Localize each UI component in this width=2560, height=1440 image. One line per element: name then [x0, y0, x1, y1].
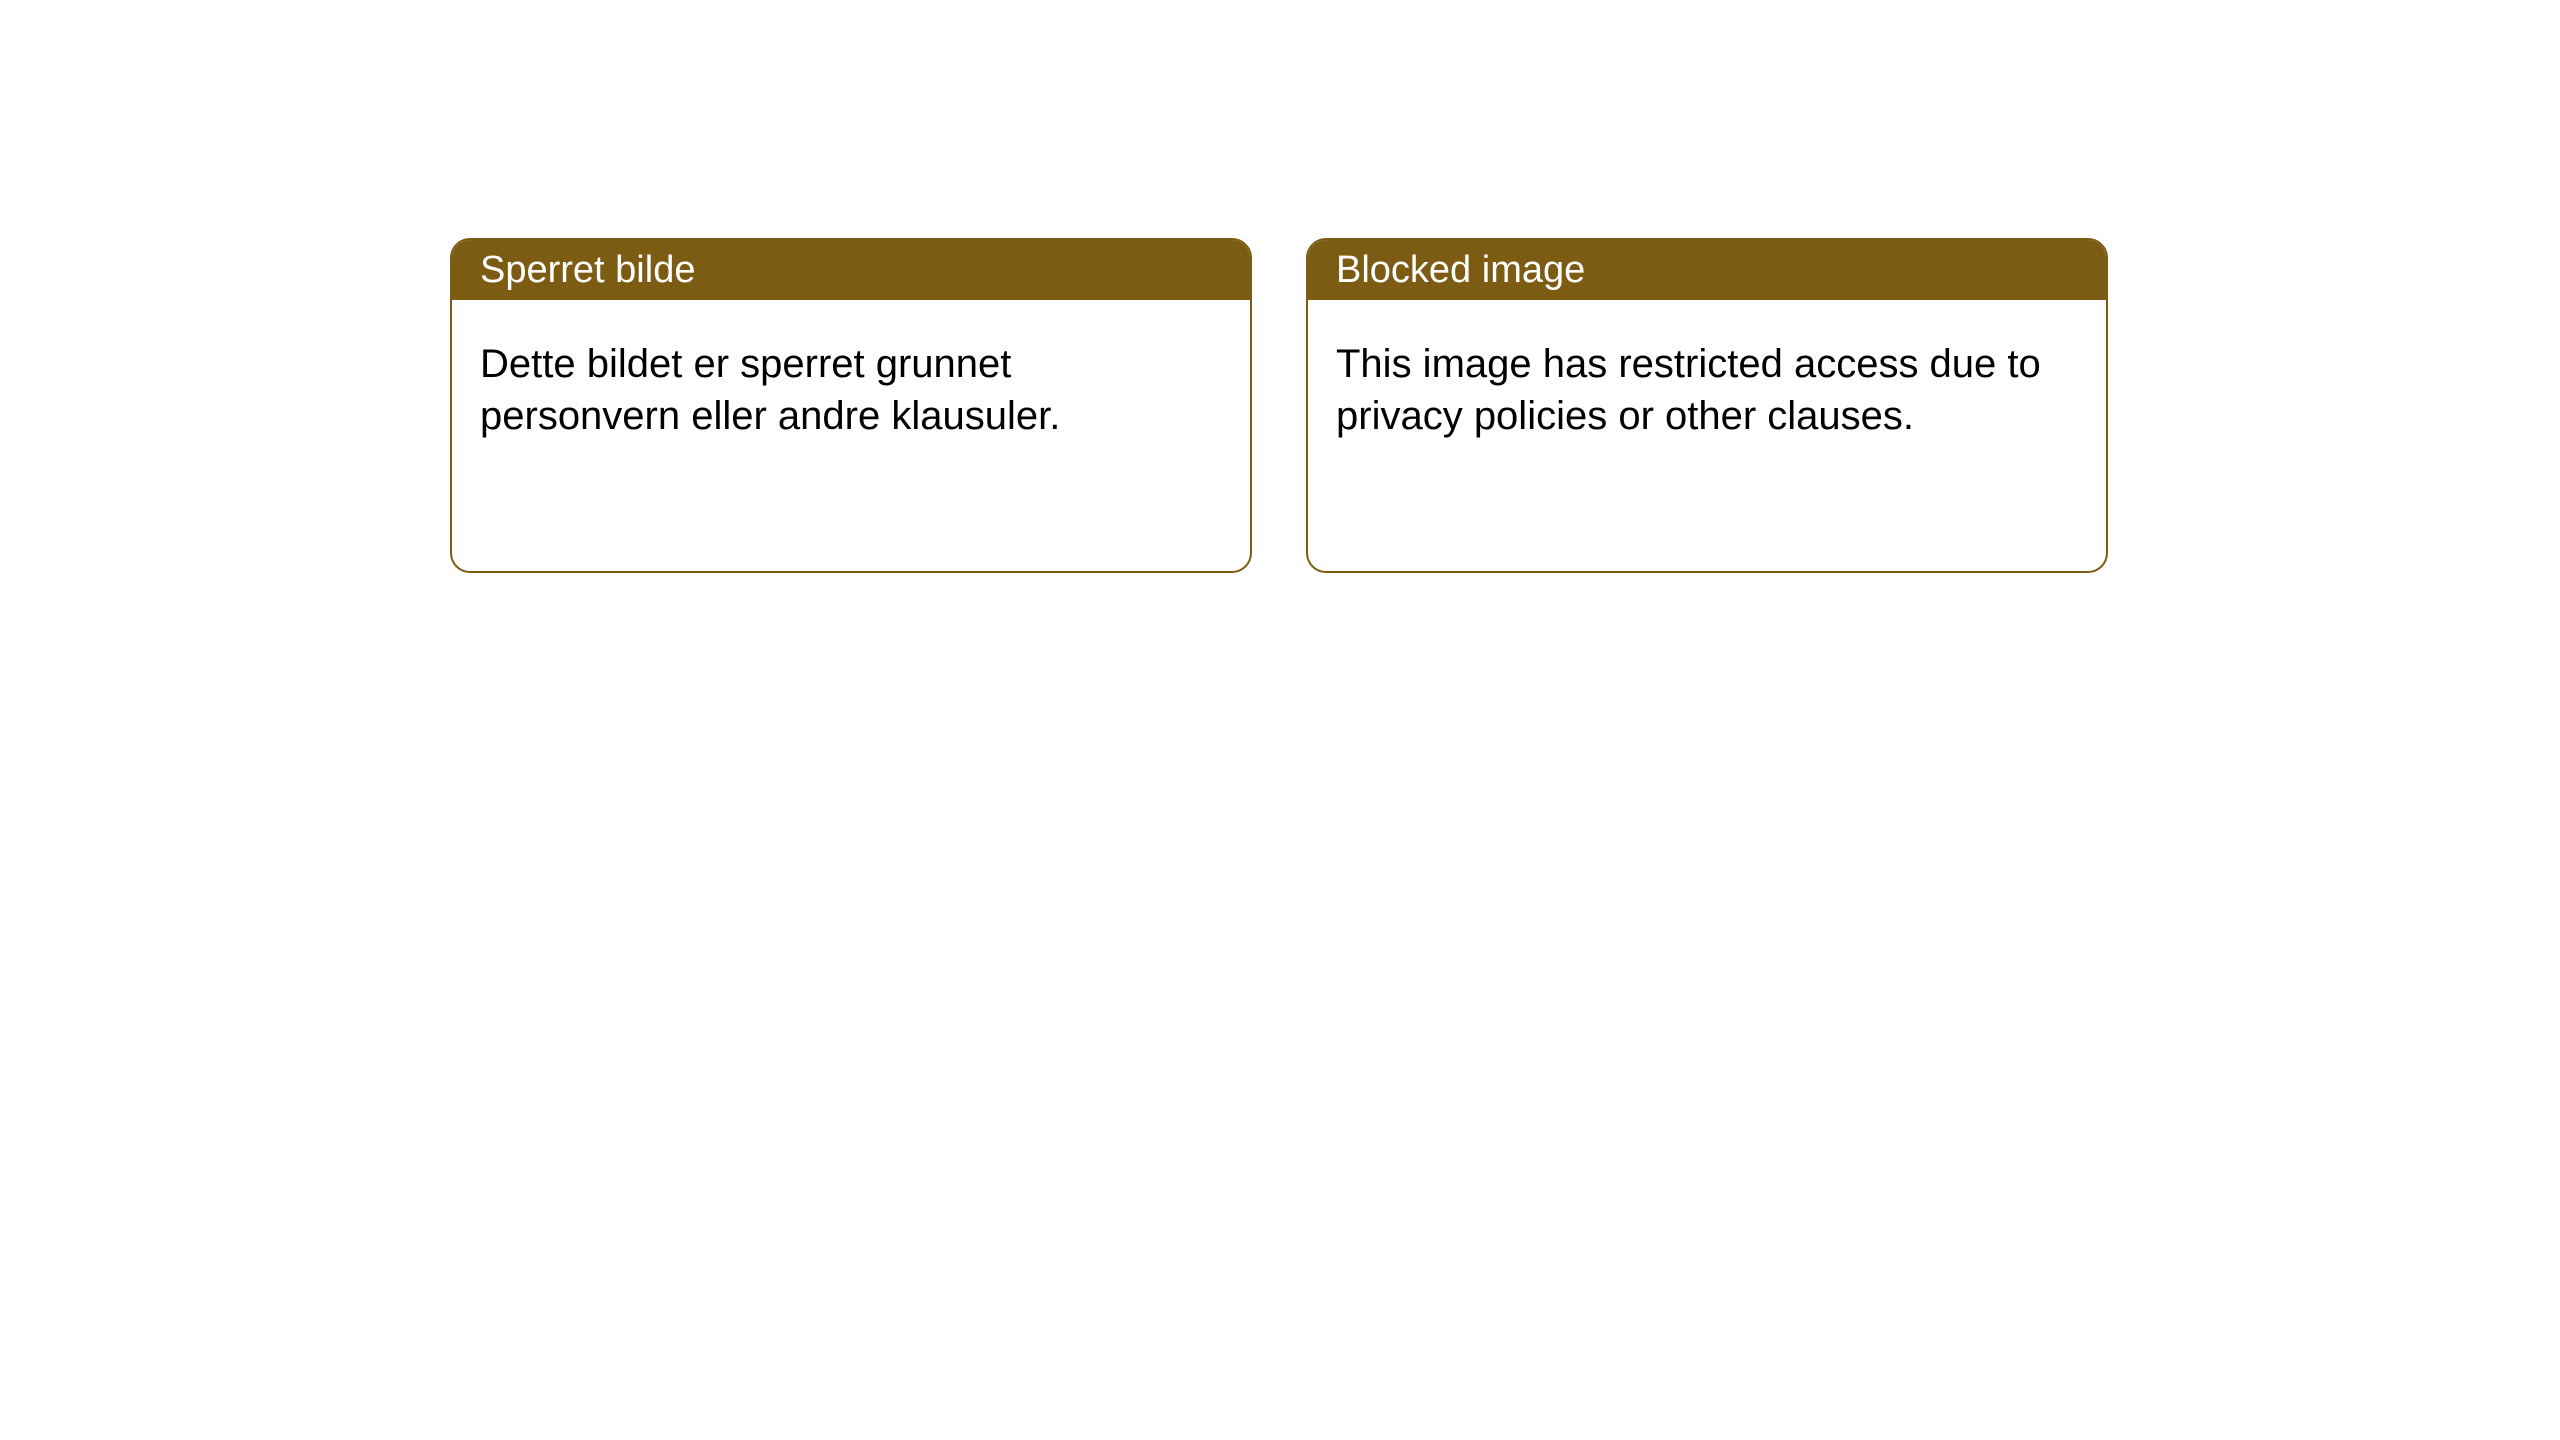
notice-container: Sperret bilde Dette bildet er sperret gr…: [0, 0, 2560, 573]
card-title: Sperret bilde: [480, 249, 695, 292]
card-header: Sperret bilde: [452, 240, 1250, 300]
card-title: Blocked image: [1336, 249, 1585, 292]
notice-card-english: Blocked image This image has restricted …: [1306, 238, 2108, 573]
card-header: Blocked image: [1308, 240, 2106, 300]
card-body: This image has restricted access due to …: [1308, 300, 2106, 480]
card-body-text: Dette bildet er sperret grunnet personve…: [480, 342, 1060, 438]
card-body-text: This image has restricted access due to …: [1336, 342, 2041, 438]
card-body: Dette bildet er sperret grunnet personve…: [452, 300, 1250, 480]
notice-card-norwegian: Sperret bilde Dette bildet er sperret gr…: [450, 238, 1252, 573]
